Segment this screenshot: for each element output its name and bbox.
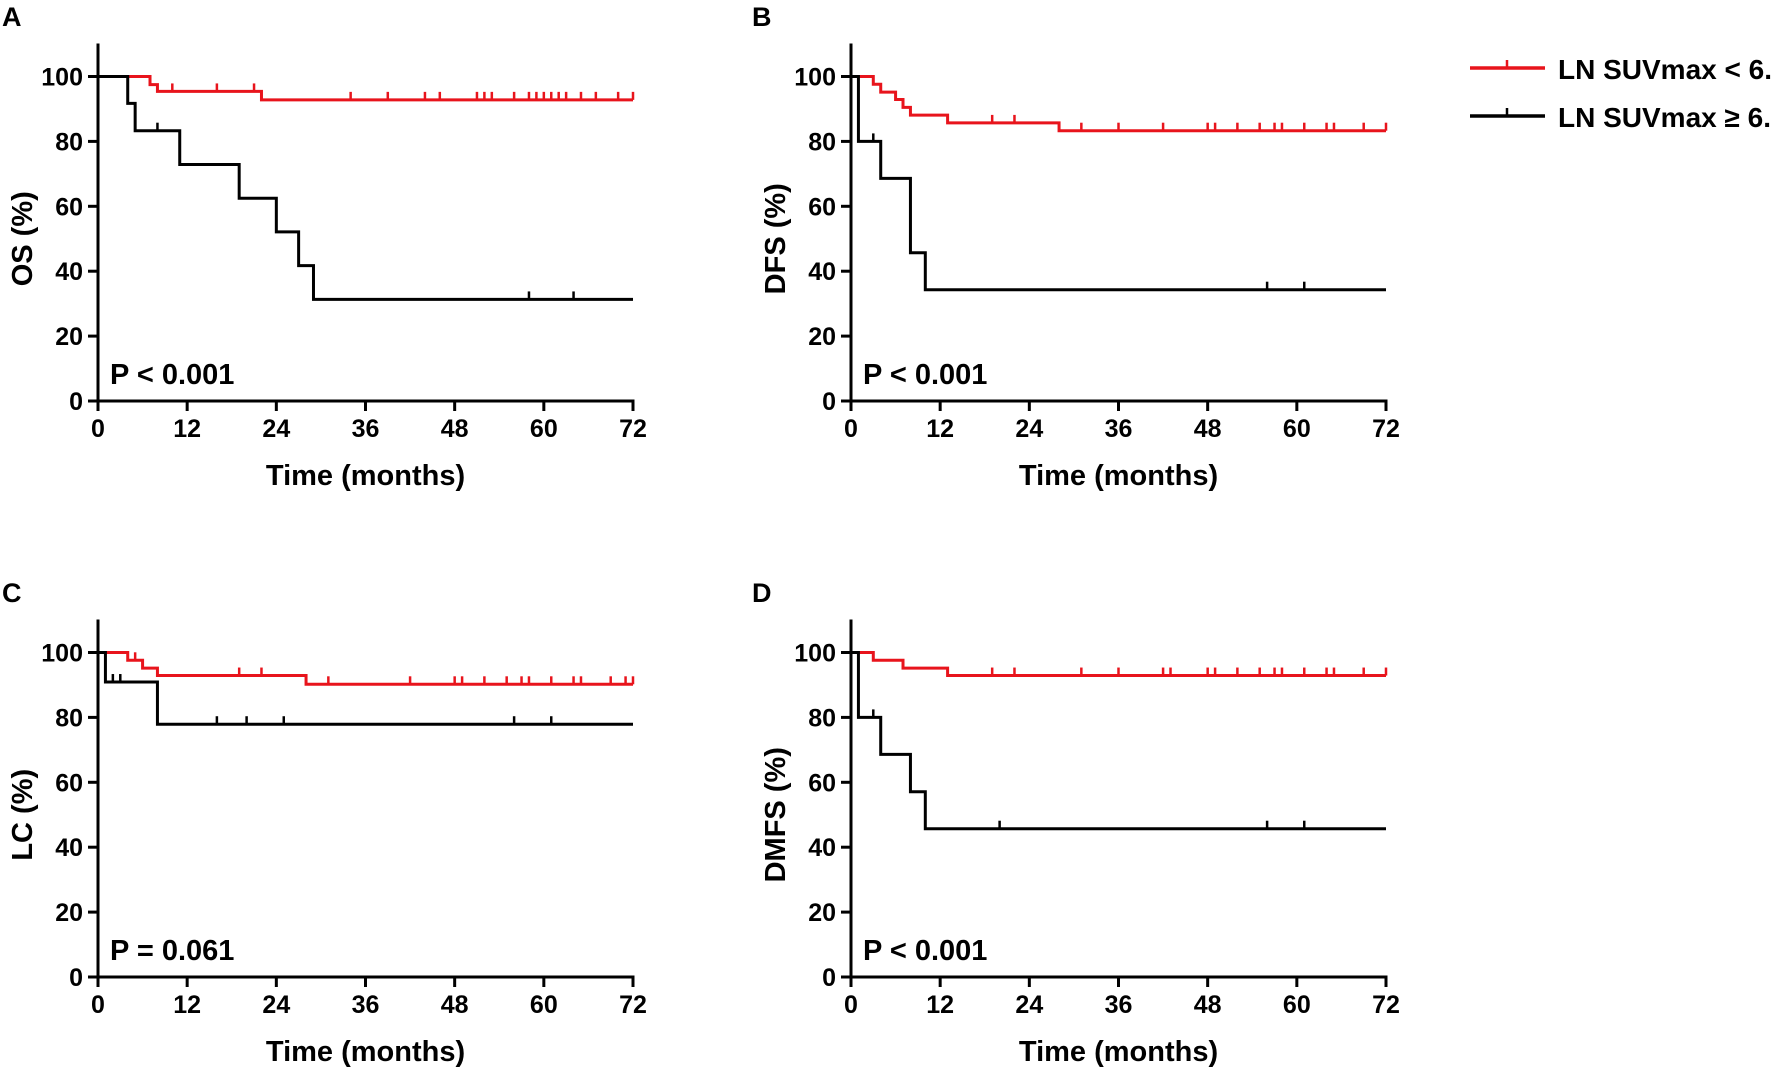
legend-item-high: LN SUVmax ≥ 6.7: [1470, 102, 1772, 133]
km-curve-high: [851, 651, 1386, 831]
x-axis-title: Time (months): [1019, 1036, 1218, 1068]
x-tick-label: 0: [844, 991, 858, 1019]
y-tick-label: 80: [55, 128, 83, 156]
y-axis-title: LC (%): [7, 769, 39, 861]
y-tick-label: 80: [808, 128, 836, 156]
x-tick-label: 72: [1372, 415, 1400, 443]
x-tick-label: 24: [1015, 991, 1043, 1019]
y-tick-label: 100: [41, 64, 83, 92]
x-tick-label: 36: [1105, 991, 1133, 1019]
y-tick-label: 40: [55, 834, 83, 862]
x-axis-title: Time (months): [266, 1036, 465, 1068]
panel-b: B 0 20 40 60 80 100 0 12 24 36 48 60 72 Time (months) D…: [752, 2, 1400, 492]
km-curve-high: [98, 75, 633, 301]
x-tick-label: 36: [352, 991, 380, 1019]
x-tick-label: 72: [619, 991, 647, 1019]
p-value: P < 0.001: [863, 935, 987, 967]
x-tick-label: 60: [1283, 991, 1311, 1019]
x-tick-label: 0: [91, 991, 105, 1019]
x-tick-label: 60: [1283, 415, 1311, 443]
x-tick-label: 36: [1105, 415, 1133, 443]
x-tick-label: 24: [262, 991, 290, 1019]
km-curve-high: [98, 651, 633, 726]
y-tick-label: 60: [808, 769, 836, 797]
x-tick-label: 48: [441, 991, 469, 1019]
y-tick-label: 40: [808, 258, 836, 286]
x-tick-label: 0: [844, 415, 858, 443]
panel-d: D 0 20 40 60 80 100 0 12 24 36 48 60 72 Time (months) D…: [752, 578, 1400, 1068]
y-tick-label: 100: [41, 640, 83, 668]
legend-label-low: LN SUVmax < 6.7: [1558, 54, 1772, 85]
y-tick-label: 40: [808, 834, 836, 862]
km-curve-low: [98, 75, 633, 102]
y-tick-label: 20: [808, 899, 836, 927]
panel-letter: B: [752, 2, 772, 32]
legend: LN SUVmax < 6.7 LN SUVmax ≥ 6.7: [1470, 54, 1772, 133]
y-tick-label: 60: [55, 769, 83, 797]
panel-c: C 0 20 40 60 80 100 0 12 24 36 48 60 72 Time (months) L…: [2, 578, 647, 1068]
x-axis-title: Time (months): [266, 460, 465, 492]
x-tick-label: 72: [1372, 991, 1400, 1019]
x-tick-label: 24: [262, 415, 290, 443]
panel-letter: D: [752, 578, 772, 608]
x-axis-title: Time (months): [1019, 460, 1218, 492]
legend-item-low: LN SUVmax < 6.7: [1470, 54, 1772, 85]
y-tick-label: 100: [794, 64, 836, 92]
y-tick-label: 0: [822, 388, 836, 416]
x-tick-label: 48: [441, 415, 469, 443]
x-tick-label: 12: [173, 415, 201, 443]
p-value: P = 0.061: [110, 935, 234, 967]
x-tick-label: 60: [530, 991, 558, 1019]
y-axis-title: DMFS (%): [760, 747, 792, 882]
y-tick-label: 0: [69, 388, 83, 416]
y-tick-label: 80: [808, 704, 836, 732]
y-tick-label: 20: [55, 899, 83, 927]
panel-letter: A: [2, 2, 22, 32]
y-tick-label: 0: [69, 964, 83, 992]
x-tick-label: 12: [173, 991, 201, 1019]
x-tick-label: 48: [1194, 991, 1222, 1019]
y-tick-label: 60: [808, 193, 836, 221]
x-tick-label: 12: [926, 415, 954, 443]
x-tick-label: 48: [1194, 415, 1222, 443]
y-tick-label: 60: [55, 193, 83, 221]
x-tick-label: 0: [91, 415, 105, 443]
y-tick-label: 40: [55, 258, 83, 286]
y-axis-title: OS (%): [7, 191, 39, 286]
panel-letter: C: [2, 578, 22, 608]
y-tick-label: 20: [55, 323, 83, 351]
y-tick-label: 0: [822, 964, 836, 992]
x-tick-label: 12: [926, 991, 954, 1019]
y-tick-label: 80: [55, 704, 83, 732]
km-curve-low: [851, 651, 1386, 678]
y-tick-label: 100: [794, 640, 836, 668]
x-tick-label: 60: [530, 415, 558, 443]
y-axis-title: DFS (%): [760, 183, 792, 294]
x-tick-label: 72: [619, 415, 647, 443]
km-curve-low: [98, 651, 633, 686]
km-curve-low: [851, 75, 1386, 133]
panel-a: A 0 20 40 60 80 100 0 12 24 36 48 60 72 Time (months) O…: [2, 2, 647, 492]
x-tick-label: 36: [352, 415, 380, 443]
x-tick-label: 24: [1015, 415, 1043, 443]
p-value: P < 0.001: [110, 359, 234, 391]
p-value: P < 0.001: [863, 359, 987, 391]
legend-label-high: LN SUVmax ≥ 6.7: [1558, 102, 1772, 133]
y-tick-label: 20: [808, 323, 836, 351]
km-curve-high: [851, 75, 1386, 292]
